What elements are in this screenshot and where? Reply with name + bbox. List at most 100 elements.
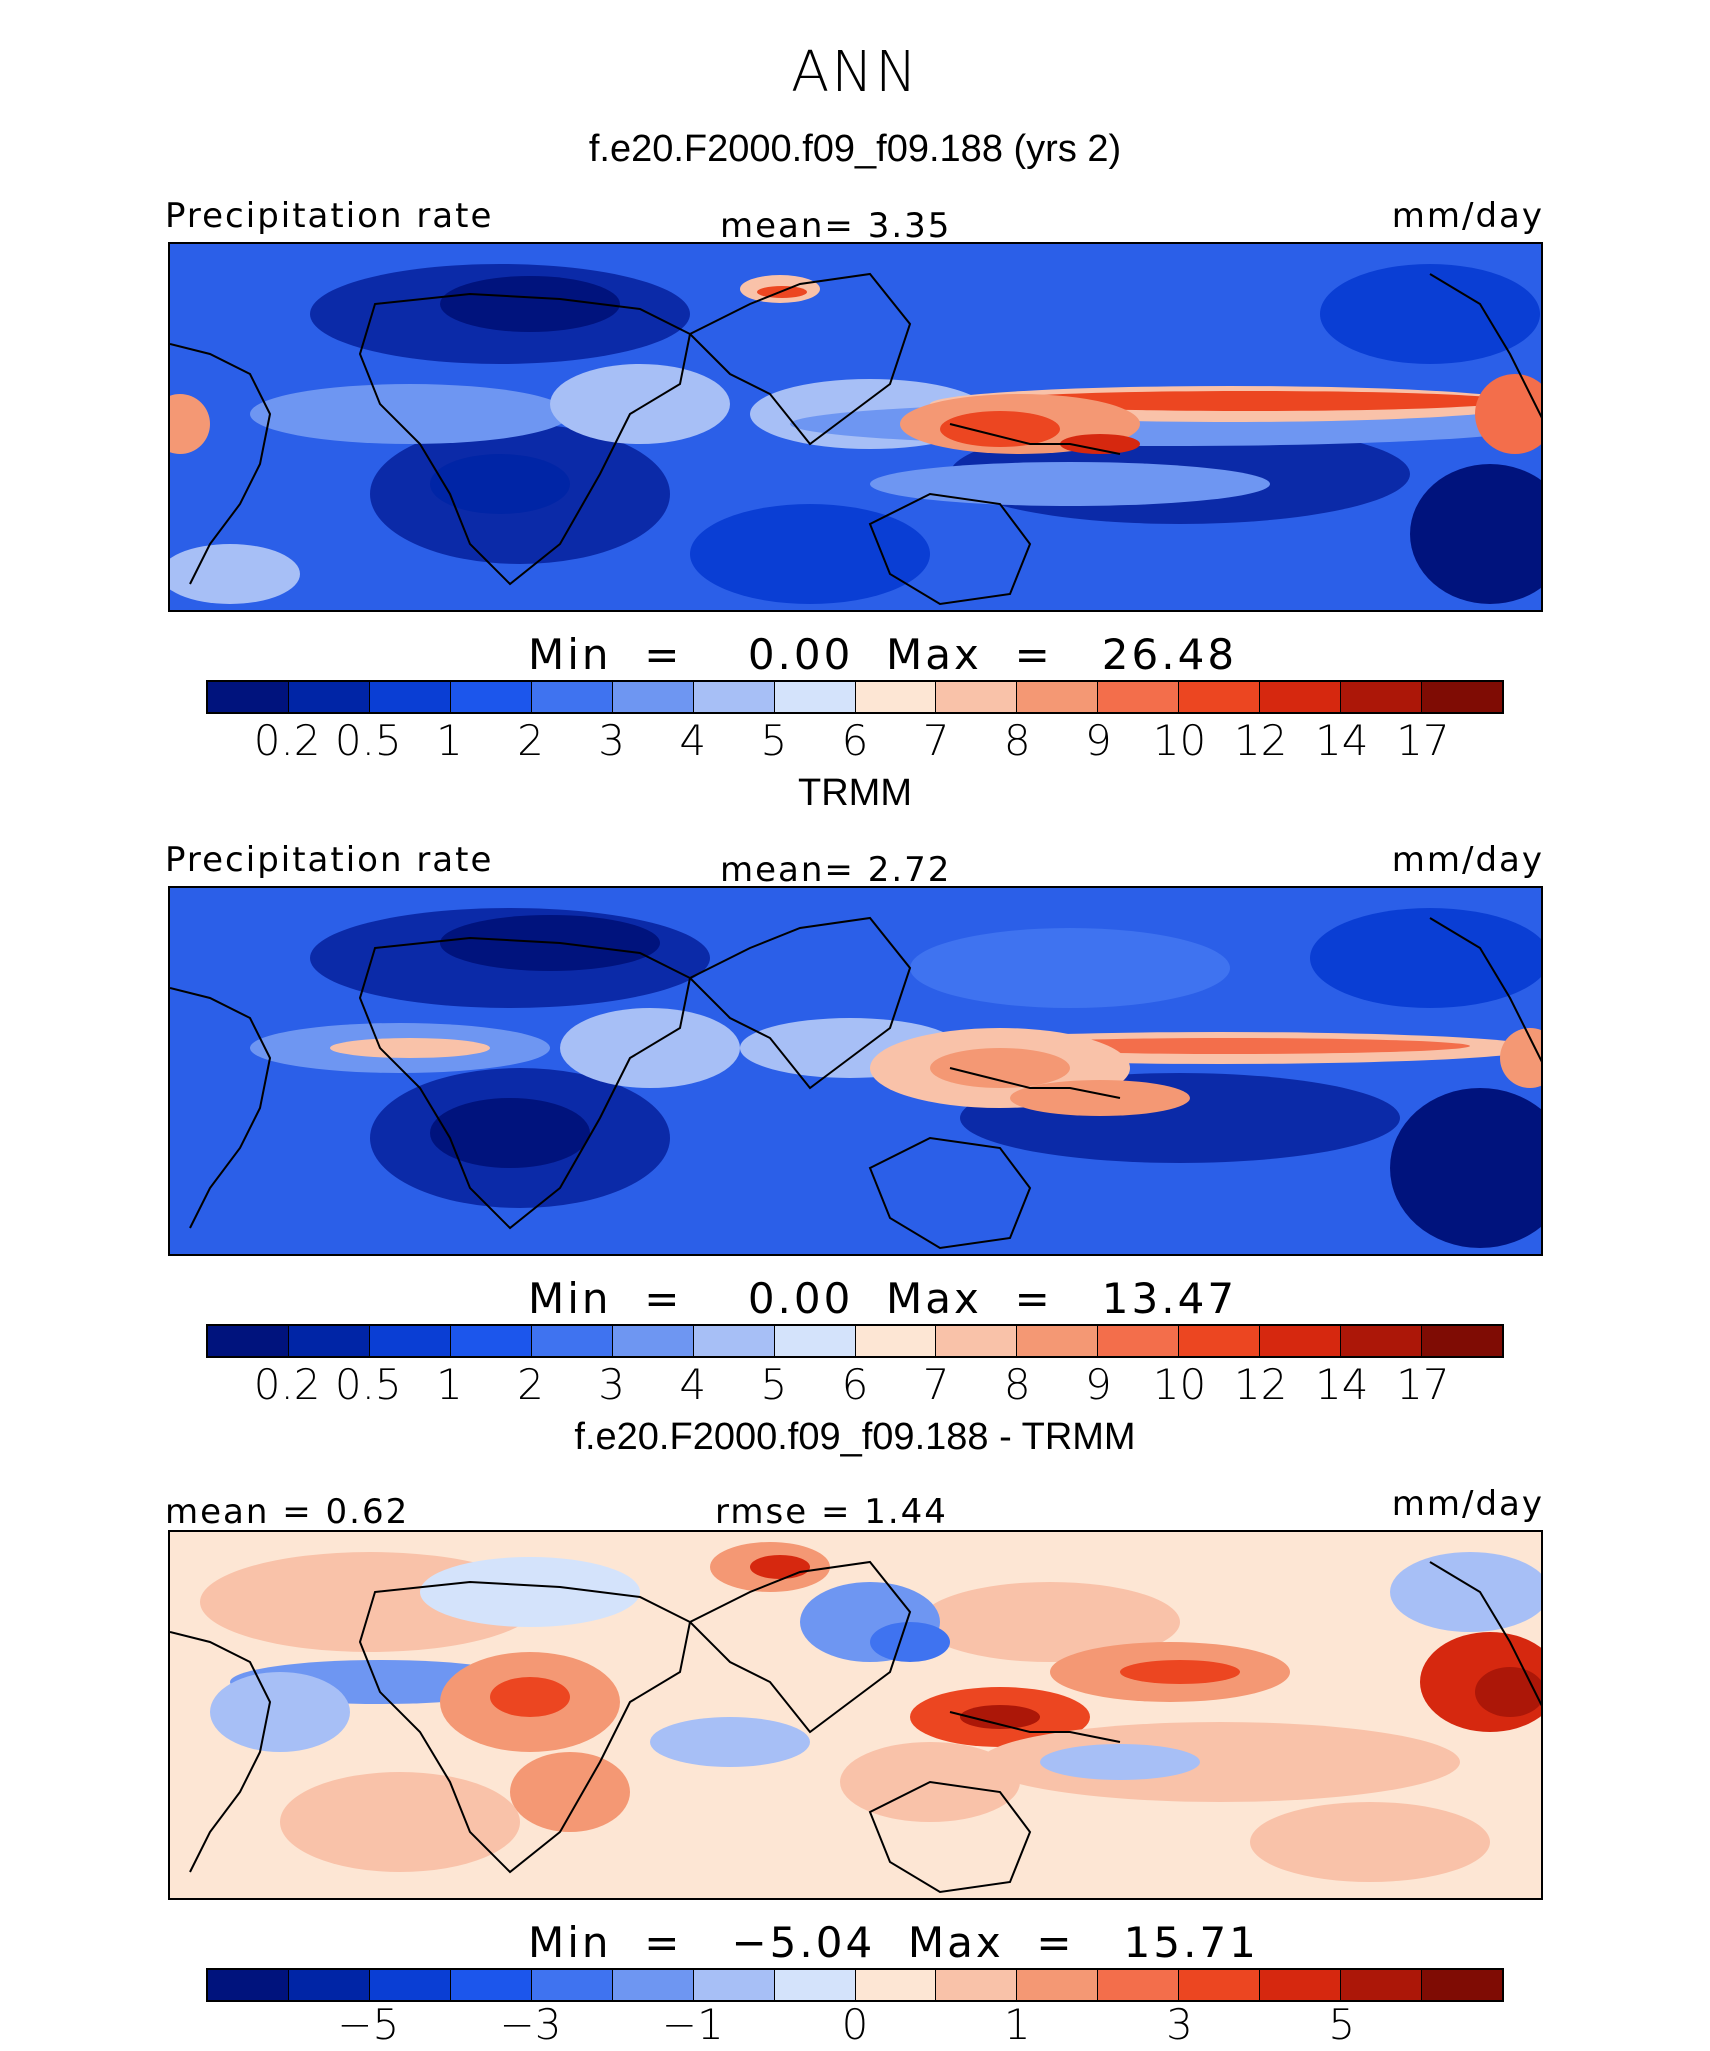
colorbar-swatch [693, 682, 775, 712]
panel-2-subtitle: TRMM [798, 772, 912, 814]
colorbar-swatch [774, 1970, 856, 2000]
panel-3-colorbar [206, 1968, 1504, 2002]
panel-2-units-label: mm/day [1391, 840, 1544, 880]
panel-3-mean-label: mean = 0.62 [165, 1492, 410, 1532]
panel-3-min-max: Min = −5.04 Max = 15.71 [528, 1918, 1259, 1967]
colorbar-tick-label: 5 [760, 1360, 788, 1409]
panel-3-rmse-label: rmse = 1.44 [715, 1492, 948, 1532]
colorbar-tick-label: 12 [1233, 1360, 1288, 1409]
colorbar-swatch [208, 1326, 289, 1356]
panel-1-mean-label: mean= 3.35 [720, 206, 952, 246]
colorbar-tick-label: 10 [1152, 1360, 1207, 1409]
colorbar-swatch [693, 1326, 775, 1356]
colorbar-tick-label: 1 [436, 1360, 463, 1409]
colorbar-tick-label: −3 [499, 2000, 562, 2049]
colorbar-swatch [1341, 1326, 1423, 1356]
colorbar-swatch [936, 682, 1018, 712]
colorbar-swatch [369, 1970, 451, 2000]
panel-1-colorbar [206, 680, 1504, 714]
colorbar-tick-label: 1 [436, 716, 463, 765]
colorbar-swatch [774, 1326, 856, 1356]
colorbar-swatch [1341, 1970, 1423, 2000]
colorbar-tick-label: 2 [517, 1360, 544, 1409]
colorbar-swatch [1098, 682, 1180, 712]
colorbar-swatch [450, 1970, 532, 2000]
colorbar-swatch [369, 1326, 451, 1356]
colorbar-tick-label: 9 [1085, 716, 1112, 765]
colorbar-tick-label: 14 [1315, 1360, 1369, 1409]
colorbar-swatch [774, 682, 856, 712]
colorbar-swatch [612, 1326, 694, 1356]
colorbar-tick-label: 4 [679, 716, 707, 765]
colorbar-swatch [531, 682, 613, 712]
colorbar-swatch [1260, 1970, 1342, 2000]
colorbar-tick-label: 7 [922, 1360, 950, 1409]
panel-1-units-label: mm/day [1391, 196, 1544, 236]
colorbar-swatch [855, 1326, 937, 1356]
colorbar-swatch [612, 1970, 694, 2000]
colorbar-tick-label: 9 [1085, 1360, 1112, 1409]
colorbar-swatch [855, 1970, 937, 2000]
colorbar-tick-label: 2 [517, 716, 544, 765]
colorbar-tick-label: 12 [1233, 716, 1288, 765]
colorbar-swatch [936, 1326, 1018, 1356]
colorbar-swatch [693, 1970, 775, 2000]
panel-3-colorbar-ticks: −5 −3 −1 0 1 3 5 [0, 2000, 1710, 2050]
colorbar-tick-label: 17 [1396, 716, 1450, 765]
colorbar-swatch [450, 682, 532, 712]
colorbar-tick-label: 0.5 [334, 716, 402, 765]
colorbar-tick-label: 3 [1166, 2000, 1193, 2049]
colorbar-swatch [531, 1326, 613, 1356]
panel-1-colorbar-ticks: 0.2 0.5 1 2 3 4 5 6 7 8 9 10 12 14 17 [0, 716, 1710, 772]
colorbar-tick-label: 6 [841, 1360, 869, 1409]
colorbar-tick-label: 5 [1328, 2000, 1356, 2049]
colorbar-swatch [1260, 682, 1342, 712]
colorbar-swatch [612, 682, 694, 712]
colorbar-swatch [369, 682, 451, 712]
colorbar-swatch [1422, 1326, 1502, 1356]
colorbar-swatch [1098, 1326, 1180, 1356]
colorbar-swatch [1179, 682, 1261, 712]
colorbar-tick-label: 4 [679, 1360, 707, 1409]
colorbar-tick-label: 14 [1315, 716, 1369, 765]
colorbar-swatch [531, 1970, 613, 2000]
colorbar-tick-label: 0 [841, 2000, 869, 2049]
colorbar-tick-label: 3 [598, 1360, 625, 1409]
colorbar-swatch [450, 1326, 532, 1356]
colorbar-tick-label: 0.2 [253, 1360, 321, 1409]
panel-1-model-precip-map [168, 242, 1543, 612]
colorbar-swatch [1341, 682, 1423, 712]
colorbar-tick-label: −1 [661, 2000, 724, 2049]
panel-1-variable-label: Precipitation rate [165, 196, 494, 236]
panel-3-units-label: mm/day [1391, 1484, 1544, 1524]
colorbar-tick-label: 8 [1003, 1360, 1031, 1409]
panel-2-colorbar [206, 1324, 1504, 1358]
panel-1-subtitle: f.e20.F2000.f09_f09.188 (yrs 2) [588, 128, 1122, 170]
colorbar-swatch [1260, 1326, 1342, 1356]
colorbar-swatch [1017, 1326, 1099, 1356]
colorbar-swatch [288, 682, 370, 712]
colorbar-tick-label: −5 [337, 2000, 400, 2049]
colorbar-tick-label: 10 [1152, 716, 1207, 765]
panel-2-min-max: Min = 0.00 Max = 13.47 [528, 1274, 1238, 1323]
colorbar-swatch [1422, 1970, 1502, 2000]
colorbar-tick-label: 17 [1396, 1360, 1450, 1409]
colorbar-tick-label: 3 [598, 716, 625, 765]
colorbar-swatch [1098, 1970, 1180, 2000]
colorbar-tick-label: 1 [1003, 2000, 1031, 2049]
colorbar-swatch [1179, 1326, 1261, 1356]
colorbar-swatch [208, 682, 289, 712]
colorbar-swatch [208, 1970, 289, 2000]
colorbar-swatch [855, 682, 937, 712]
colorbar-swatch [288, 1326, 370, 1356]
panel-2-mean-label: mean= 2.72 [720, 850, 952, 890]
panel-3-difference-map [168, 1530, 1543, 1900]
colorbar-swatch [1017, 1970, 1099, 2000]
panel-2-colorbar-ticks: 0.2 0.5 1 2 3 4 5 6 7 8 9 10 12 14 17 [0, 1360, 1710, 1416]
colorbar-tick-label: 0.2 [253, 716, 321, 765]
panel-2-trmm-precip-map [168, 886, 1543, 1256]
colorbar-swatch [1179, 1970, 1261, 2000]
figure-title: ANN [790, 40, 920, 105]
panel-3-subtitle: f.e20.F2000.f09_f09.188 - TRMM [574, 1416, 1136, 1458]
colorbar-tick-label: 8 [1003, 716, 1031, 765]
